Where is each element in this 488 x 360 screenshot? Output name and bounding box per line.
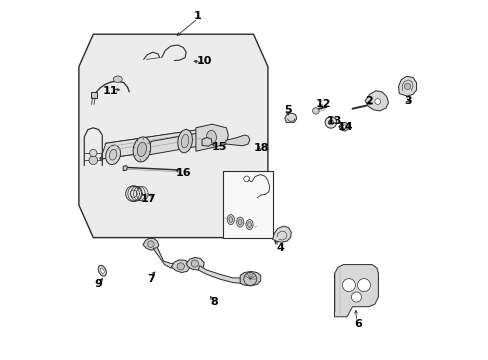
- Text: 6: 6: [353, 319, 361, 329]
- Circle shape: [342, 125, 346, 129]
- Circle shape: [342, 279, 355, 292]
- Ellipse shape: [133, 137, 150, 162]
- Polygon shape: [101, 129, 205, 159]
- Polygon shape: [149, 131, 207, 155]
- Circle shape: [89, 156, 98, 165]
- Text: 1: 1: [193, 11, 201, 21]
- Polygon shape: [196, 124, 228, 151]
- Text: 5: 5: [284, 105, 292, 115]
- Polygon shape: [225, 135, 249, 146]
- Polygon shape: [79, 34, 267, 238]
- Circle shape: [325, 117, 336, 128]
- Ellipse shape: [178, 130, 192, 153]
- Circle shape: [147, 241, 154, 247]
- Text: 17: 17: [141, 194, 156, 204]
- Ellipse shape: [105, 145, 120, 165]
- Ellipse shape: [113, 76, 122, 82]
- Text: 16: 16: [175, 168, 191, 178]
- Ellipse shape: [236, 217, 244, 227]
- Text: 14: 14: [337, 122, 352, 132]
- Ellipse shape: [228, 217, 232, 222]
- Polygon shape: [338, 122, 347, 131]
- Text: 18: 18: [253, 143, 269, 153]
- Ellipse shape: [206, 130, 216, 145]
- Polygon shape: [240, 271, 260, 286]
- Polygon shape: [142, 238, 159, 250]
- Text: 13: 13: [326, 116, 342, 126]
- Text: 15: 15: [211, 142, 226, 152]
- Polygon shape: [284, 113, 296, 122]
- Circle shape: [191, 260, 198, 267]
- Polygon shape: [123, 166, 127, 171]
- Text: 7: 7: [147, 274, 155, 284]
- Polygon shape: [202, 138, 212, 146]
- Polygon shape: [365, 91, 387, 111]
- Circle shape: [328, 120, 333, 125]
- Ellipse shape: [245, 220, 253, 230]
- Text: 10: 10: [196, 56, 211, 66]
- Polygon shape: [272, 226, 291, 242]
- Polygon shape: [91, 92, 97, 98]
- Ellipse shape: [98, 265, 106, 276]
- Circle shape: [89, 149, 97, 157]
- Text: 2: 2: [364, 96, 372, 106]
- Circle shape: [312, 108, 318, 114]
- Polygon shape: [153, 248, 181, 268]
- Text: 4: 4: [276, 243, 284, 253]
- Polygon shape: [171, 260, 190, 273]
- Text: 12: 12: [315, 99, 330, 109]
- Circle shape: [357, 279, 370, 292]
- Ellipse shape: [100, 268, 104, 273]
- Text: 3: 3: [404, 96, 411, 106]
- Ellipse shape: [238, 219, 242, 225]
- Bar: [223, 171, 273, 238]
- Ellipse shape: [181, 134, 188, 148]
- Circle shape: [351, 292, 361, 302]
- Text: 11: 11: [102, 86, 118, 96]
- Polygon shape: [334, 265, 378, 317]
- Polygon shape: [198, 266, 244, 283]
- Circle shape: [404, 83, 410, 90]
- Circle shape: [177, 263, 184, 270]
- Ellipse shape: [227, 215, 234, 225]
- Ellipse shape: [137, 142, 146, 157]
- Circle shape: [374, 99, 380, 104]
- Polygon shape: [398, 76, 416, 96]
- Text: 8: 8: [209, 297, 217, 307]
- Ellipse shape: [109, 149, 117, 160]
- Text: 9: 9: [95, 279, 102, 289]
- Ellipse shape: [247, 222, 251, 228]
- Polygon shape: [186, 257, 204, 270]
